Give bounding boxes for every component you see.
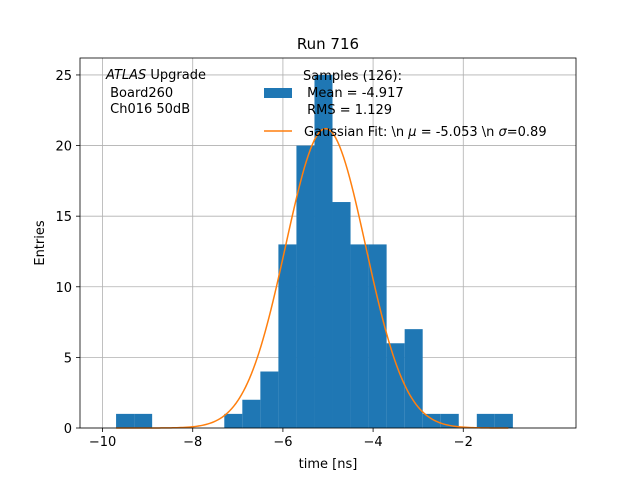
histogram-bar xyxy=(278,244,297,428)
histogram-bar xyxy=(332,202,351,428)
y-tick-label: 5 xyxy=(64,351,72,366)
histogram-bars xyxy=(116,74,513,428)
histogram-bar xyxy=(242,399,261,428)
x-tick-label: −10 xyxy=(89,435,116,450)
legend-fit-suffix: =0.89 xyxy=(507,125,547,140)
gaussian-fit-curve xyxy=(116,127,509,429)
y-tick-label: 0 xyxy=(64,422,72,437)
histogram-bar xyxy=(422,413,441,428)
annotation-line-3: Ch016 50dB xyxy=(106,102,190,117)
x-axis-ticks: −10 −8 −6 −4 −2 xyxy=(89,428,473,450)
histogram-bar xyxy=(494,413,513,428)
x-tick-label: −2 xyxy=(454,435,473,450)
legend-fit-mid: = -5.053 \n xyxy=(417,125,499,140)
x-tick-label: −4 xyxy=(364,435,383,450)
plot-frame xyxy=(79,57,577,429)
y-axis-ticks: 0 5 10 15 20 25 xyxy=(55,69,80,437)
legend: Samples (126): Mean = -4.917 RMS = 1.129… xyxy=(264,69,547,140)
histogram-bar xyxy=(350,244,369,428)
legend-histogram-swatch xyxy=(264,88,292,98)
histogram-bar xyxy=(476,413,495,428)
legend-histogram-line-2: Mean = -4.917 xyxy=(303,86,404,101)
histogram-bar xyxy=(368,244,387,428)
legend-fit-sigma: σ xyxy=(499,125,508,140)
y-axis-label: Entries xyxy=(33,220,48,266)
legend-fit-label: Gaussian Fit: \n μ = -5.053 \n σ=0.89 xyxy=(304,125,547,140)
histogram-bar xyxy=(386,343,405,428)
y-tick-label: 10 xyxy=(55,281,72,296)
y-tick-label: 15 xyxy=(55,210,72,225)
legend-histogram-line-3: RMS = 1.129 xyxy=(303,103,392,118)
legend-fit-mu: μ xyxy=(407,125,416,140)
legend-histogram-line-1: Samples (126): xyxy=(303,69,402,84)
atlas-annotation: ATLAS Upgrade Board260 Ch016 50dB xyxy=(105,68,206,117)
x-tick-label: −6 xyxy=(273,435,292,450)
chart-title: Run 716 xyxy=(297,35,359,53)
histogram-bar xyxy=(260,371,279,428)
x-tick-label: −8 xyxy=(183,435,202,450)
histogram-bar xyxy=(296,145,315,428)
x-axis-label: time [ns] xyxy=(299,457,358,472)
histogram-bar xyxy=(224,413,243,428)
legend-fit-prefix: Gaussian Fit: \n xyxy=(304,125,408,140)
y-tick-label: 25 xyxy=(55,69,72,84)
annotation-line-2: Board260 xyxy=(106,86,173,101)
histogram-bar xyxy=(314,74,333,428)
histogram-bar xyxy=(116,413,135,428)
annotation-italic-word: ATLAS xyxy=(105,68,146,83)
annotation-line-1: ATLAS Upgrade xyxy=(105,68,206,83)
y-tick-label: 20 xyxy=(55,140,72,155)
histogram-bar xyxy=(404,329,423,428)
histogram-bar xyxy=(134,413,153,428)
annotation-line-1-rest: Upgrade xyxy=(146,68,206,83)
